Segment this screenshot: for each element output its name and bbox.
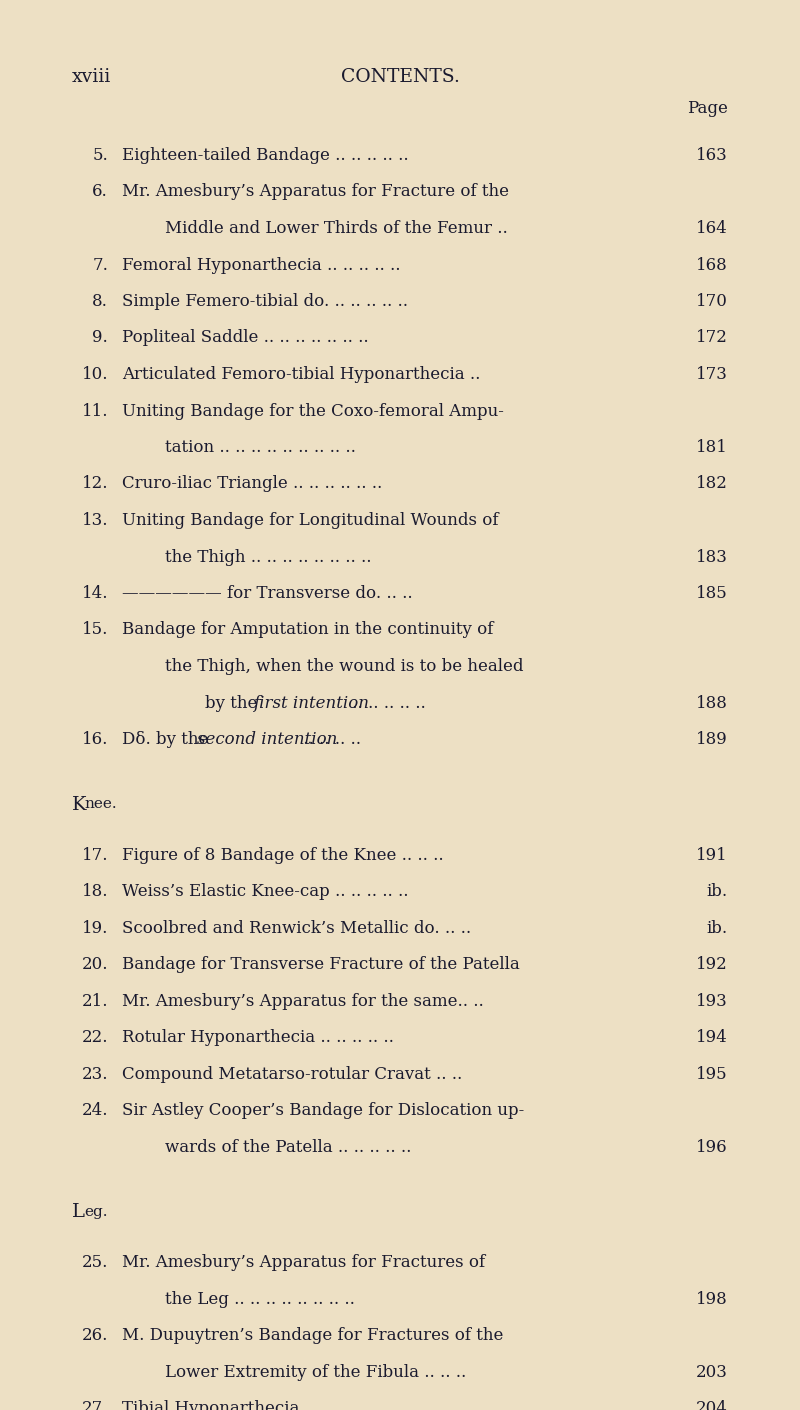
Text: 17.: 17. xyxy=(82,846,108,863)
Text: 185: 185 xyxy=(696,585,728,602)
Text: ib.: ib. xyxy=(707,919,728,936)
Text: Sir Astley Cooper’s Bandage for Dislocation up-: Sir Astley Cooper’s Bandage for Dislocat… xyxy=(122,1103,524,1120)
Text: Weiss’s Elastic Knee-cap .. .. .. .. ..: Weiss’s Elastic Knee-cap .. .. .. .. .. xyxy=(122,883,409,900)
Text: 5.: 5. xyxy=(92,147,108,164)
Text: 19.: 19. xyxy=(82,919,108,936)
Text: .. .. .. ..: .. .. .. .. xyxy=(298,730,361,747)
Text: K: K xyxy=(72,795,86,814)
Text: 181: 181 xyxy=(696,439,728,455)
Text: Popliteal Saddle .. .. .. .. .. .. ..: Popliteal Saddle .. .. .. .. .. .. .. xyxy=(122,330,369,347)
Text: 183: 183 xyxy=(696,548,728,565)
Text: 26.: 26. xyxy=(82,1327,108,1344)
Text: 204: 204 xyxy=(696,1400,728,1410)
Text: 21.: 21. xyxy=(82,993,108,1010)
Text: 195: 195 xyxy=(696,1066,728,1083)
Text: 163: 163 xyxy=(696,147,728,164)
Text: 18.: 18. xyxy=(82,883,108,900)
Text: wards of the Patella .. .. .. .. ..: wards of the Patella .. .. .. .. .. xyxy=(165,1139,411,1156)
Text: 198: 198 xyxy=(696,1290,728,1307)
Text: Uniting Bandage for the Coxo-femoral Ampu-: Uniting Bandage for the Coxo-femoral Amp… xyxy=(122,402,504,420)
Text: Page: Page xyxy=(687,100,728,117)
Text: Bandage for Transverse Fracture of the Patella: Bandage for Transverse Fracture of the P… xyxy=(122,956,520,973)
Text: xviii: xviii xyxy=(72,68,111,86)
Text: Mr. Amesbury’s Apparatus for the same.. ..: Mr. Amesbury’s Apparatus for the same.. … xyxy=(122,993,484,1010)
Text: Mr. Amesbury’s Apparatus for Fracture of the: Mr. Amesbury’s Apparatus for Fracture of… xyxy=(122,183,509,200)
Text: 164: 164 xyxy=(696,220,728,237)
Text: Simple Femero-tibial do. .. .. .. .. ..: Simple Femero-tibial do. .. .. .. .. .. xyxy=(122,293,408,310)
Text: CONTENTS.: CONTENTS. xyxy=(341,68,459,86)
Text: first intention: first intention xyxy=(253,695,369,712)
Text: 22.: 22. xyxy=(82,1029,108,1046)
Text: Compound Metatarso-rotular Cravat .. ..: Compound Metatarso-rotular Cravat .. .. xyxy=(122,1066,462,1083)
Text: ib.: ib. xyxy=(707,883,728,900)
Text: second intention: second intention xyxy=(198,730,338,747)
Text: Mr. Amesbury’s Apparatus for Fractures of: Mr. Amesbury’s Apparatus for Fractures o… xyxy=(122,1255,485,1272)
Text: 196: 196 xyxy=(696,1139,728,1156)
Text: 13.: 13. xyxy=(82,512,108,529)
Text: 192: 192 xyxy=(696,956,728,973)
Text: Dẟ. by the: Dẟ. by the xyxy=(122,730,214,747)
Text: Scoolbred and Renwick’s Metallic do. .. ..: Scoolbred and Renwick’s Metallic do. .. … xyxy=(122,919,471,936)
Text: Rotular Hyponarthecia .. .. .. .. ..: Rotular Hyponarthecia .. .. .. .. .. xyxy=(122,1029,394,1046)
Text: by the: by the xyxy=(205,695,262,712)
Text: 11.: 11. xyxy=(82,402,108,420)
Text: Bandage for Amputation in the continuity of: Bandage for Amputation in the continuity… xyxy=(122,622,494,639)
Text: Figure of 8 Bandage of the Knee .. .. ..: Figure of 8 Bandage of the Knee .. .. .. xyxy=(122,846,444,863)
Text: 182: 182 xyxy=(696,475,728,492)
Text: 9.: 9. xyxy=(92,330,108,347)
Text: 7.: 7. xyxy=(92,257,108,274)
Text: 15.: 15. xyxy=(82,622,108,639)
Text: Femoral Hyponarthecia .. .. .. .. ..: Femoral Hyponarthecia .. .. .. .. .. xyxy=(122,257,401,274)
Text: 193: 193 xyxy=(696,993,728,1010)
Text: Eighteen-tailed Bandage .. .. .. .. ..: Eighteen-tailed Bandage .. .. .. .. .. xyxy=(122,147,409,164)
Text: Tibial Hyponarthecia .. .. .. .. .. ..: Tibial Hyponarthecia .. .. .. .. .. .. xyxy=(122,1400,394,1410)
Text: 12.: 12. xyxy=(82,475,108,492)
Text: eg.: eg. xyxy=(84,1206,107,1220)
Text: the Thigh .. .. .. .. .. .. .. ..: the Thigh .. .. .. .. .. .. .. .. xyxy=(165,548,371,565)
Text: nee.: nee. xyxy=(84,798,117,812)
Text: Middle and Lower Thirds of the Femur ..: Middle and Lower Thirds of the Femur .. xyxy=(165,220,508,237)
Text: 8.: 8. xyxy=(92,293,108,310)
Text: 6.: 6. xyxy=(92,183,108,200)
Text: 27.: 27. xyxy=(82,1400,108,1410)
Text: 25.: 25. xyxy=(82,1255,108,1272)
Text: tation .. .. .. .. .. .. .. .. ..: tation .. .. .. .. .. .. .. .. .. xyxy=(165,439,356,455)
Text: 172: 172 xyxy=(696,330,728,347)
Text: 203: 203 xyxy=(696,1363,728,1380)
Text: 170: 170 xyxy=(696,293,728,310)
Text: the Leg .. .. .. .. .. .. .. ..: the Leg .. .. .. .. .. .. .. .. xyxy=(165,1290,355,1307)
Text: 188: 188 xyxy=(696,695,728,712)
Text: 23.: 23. xyxy=(82,1066,108,1083)
Text: M. Dupuytren’s Bandage for Fractures of the: M. Dupuytren’s Bandage for Fractures of … xyxy=(122,1327,503,1344)
Text: 173: 173 xyxy=(696,367,728,384)
Text: 16.: 16. xyxy=(82,730,108,747)
Text: L: L xyxy=(72,1203,85,1221)
Text: Articulated Femoro-tibial Hyponarthecia ..: Articulated Femoro-tibial Hyponarthecia … xyxy=(122,367,480,384)
Text: 189: 189 xyxy=(696,730,728,747)
Text: Lower Extremity of the Fibula .. .. ..: Lower Extremity of the Fibula .. .. .. xyxy=(165,1363,466,1380)
Text: 191: 191 xyxy=(696,846,728,863)
Text: 194: 194 xyxy=(696,1029,728,1046)
Text: 168: 168 xyxy=(696,257,728,274)
Text: Cruro-iliac Triangle .. .. .. .. .. ..: Cruro-iliac Triangle .. .. .. .. .. .. xyxy=(122,475,382,492)
Text: .. .. .. .. ..: .. .. .. .. .. xyxy=(347,695,426,712)
Text: 14.: 14. xyxy=(82,585,108,602)
Text: the Thigh, when the wound is to be healed: the Thigh, when the wound is to be heale… xyxy=(165,658,523,675)
Text: Uniting Bandage for Longitudinal Wounds of: Uniting Bandage for Longitudinal Wounds … xyxy=(122,512,498,529)
Text: 20.: 20. xyxy=(82,956,108,973)
Text: 24.: 24. xyxy=(82,1103,108,1120)
Text: 10.: 10. xyxy=(82,367,108,384)
Text: —————— for Transverse do. .. ..: —————— for Transverse do. .. .. xyxy=(122,585,413,602)
